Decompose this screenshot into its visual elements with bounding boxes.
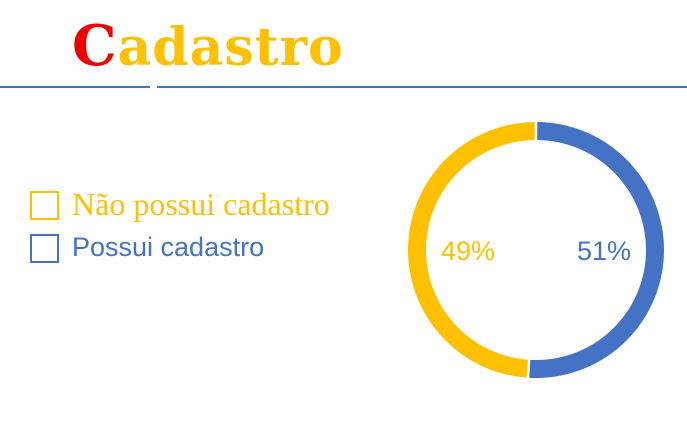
header-rule-right <box>157 86 687 88</box>
legend-swatch-nao-possui <box>30 191 59 220</box>
donut-label-nao-possui: 49% <box>441 236 495 266</box>
page-title-rest: adastro <box>117 17 344 78</box>
donut-chart: 51% 49% <box>408 122 664 378</box>
donut-slice-nao-possui <box>408 122 535 378</box>
page-title-initial: C <box>72 13 118 79</box>
legend-label-nao-possui: Não possui cadastro <box>72 186 330 222</box>
legend-label-possui: Possui cadastro <box>72 232 265 262</box>
donut-slice-possui <box>529 122 664 378</box>
donut-label-possui: 51% <box>577 236 631 266</box>
legend-swatch-possui <box>30 234 59 263</box>
page-title: Cadastro <box>72 14 344 80</box>
header-rule-left <box>0 86 150 88</box>
